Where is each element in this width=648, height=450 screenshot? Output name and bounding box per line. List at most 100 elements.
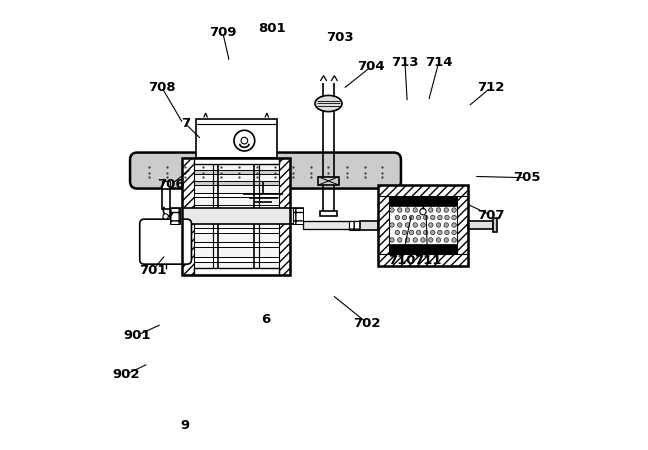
Circle shape [420,208,426,215]
Bar [161,189,170,209]
Circle shape [430,230,435,235]
Circle shape [413,238,417,242]
Circle shape [437,230,442,235]
Bar [161,181,170,189]
Circle shape [405,223,410,227]
Circle shape [445,215,449,220]
Text: 702: 702 [353,317,381,329]
Circle shape [413,223,417,227]
Text: 701: 701 [139,264,167,276]
Bar [293,208,303,224]
Text: 712: 712 [477,81,504,94]
Circle shape [452,215,456,220]
Bar [360,220,378,230]
Circle shape [430,215,435,220]
Bar [318,177,340,185]
Circle shape [452,230,456,235]
Text: 703: 703 [326,31,354,44]
Text: 708: 708 [148,81,176,94]
Bar [194,185,279,193]
Circle shape [444,238,448,242]
Circle shape [445,230,449,235]
Circle shape [452,223,456,227]
Circle shape [163,214,168,219]
Bar [194,268,279,274]
Circle shape [437,215,442,220]
Bar [389,244,457,254]
Bar [389,196,457,206]
Text: 7: 7 [181,117,190,130]
Text: 706: 706 [157,178,185,191]
Bar [468,221,492,229]
Text: 711: 711 [414,255,441,267]
Circle shape [389,223,394,227]
Circle shape [428,238,433,242]
Circle shape [389,208,394,212]
Circle shape [234,130,255,151]
Circle shape [421,208,425,212]
Text: 705: 705 [513,171,540,184]
Bar [170,208,179,224]
Circle shape [405,238,410,242]
Text: 902: 902 [112,368,140,381]
Bar [303,221,360,229]
Text: 801: 801 [259,22,286,35]
Circle shape [423,230,428,235]
Bar [194,209,279,216]
Text: 709: 709 [209,26,237,39]
Circle shape [395,230,400,235]
Circle shape [395,215,400,220]
Bar [194,218,279,228]
Text: 710: 710 [388,254,415,266]
Bar [194,174,279,181]
Ellipse shape [315,95,342,112]
Circle shape [402,215,407,220]
Bar [320,211,336,216]
Circle shape [397,208,402,212]
Circle shape [417,230,421,235]
Circle shape [421,238,425,242]
Circle shape [405,208,410,212]
Bar [194,158,279,164]
Circle shape [397,238,402,242]
Circle shape [428,223,433,227]
Bar [378,184,389,266]
Circle shape [410,215,414,220]
Bar [492,218,497,232]
FancyBboxPatch shape [130,153,401,189]
Text: 704: 704 [358,60,385,73]
Circle shape [421,223,425,227]
Circle shape [428,208,433,212]
Circle shape [436,208,441,212]
Bar [378,184,468,266]
Circle shape [436,223,441,227]
Bar [194,233,279,243]
Circle shape [436,238,441,242]
Bar [194,248,279,257]
Bar [349,220,360,230]
Circle shape [410,230,414,235]
Text: 6: 6 [261,313,270,326]
Bar [182,158,194,274]
Circle shape [397,223,402,227]
Circle shape [444,223,448,227]
Bar [279,158,290,274]
Bar [194,262,279,272]
Bar [194,162,279,170]
Circle shape [389,238,394,242]
Circle shape [452,238,456,242]
Bar [182,158,290,274]
Text: 901: 901 [124,329,151,342]
Circle shape [402,230,407,235]
Text: 707: 707 [477,209,504,221]
Text: 713: 713 [391,57,419,69]
Circle shape [413,208,417,212]
Circle shape [417,215,421,220]
Circle shape [452,208,456,212]
Bar [170,208,303,224]
Bar [194,197,279,205]
Text: 714: 714 [425,56,452,68]
Bar [457,184,468,266]
Text: 9: 9 [180,419,189,432]
Bar [378,254,468,266]
